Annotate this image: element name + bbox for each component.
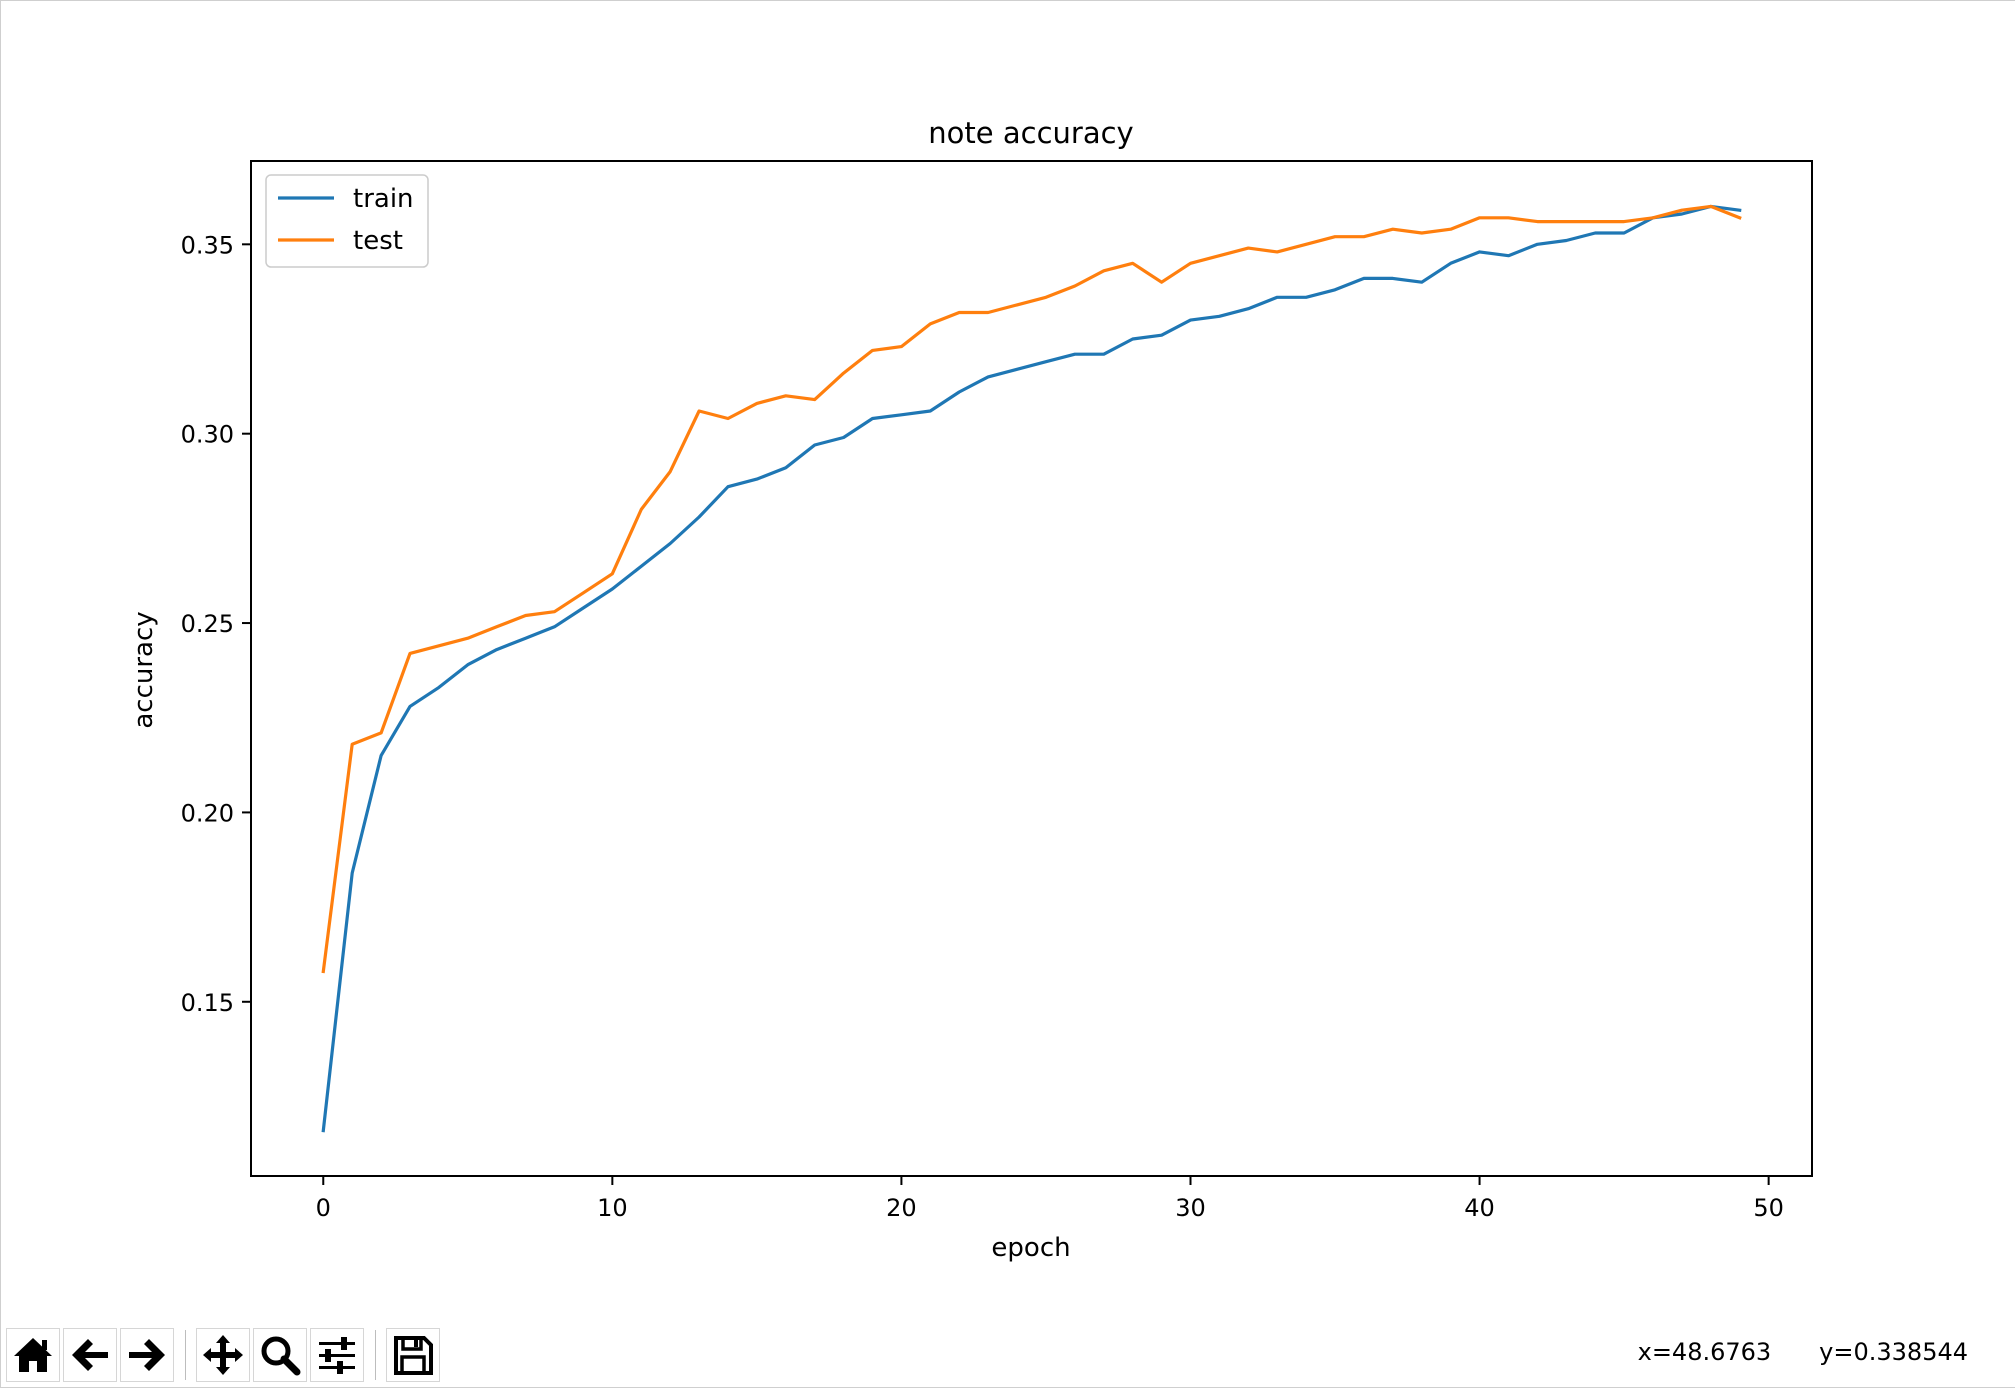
y-axis-label: accuracy xyxy=(129,611,159,728)
magnifier-icon xyxy=(261,1336,301,1376)
arrow-right-icon xyxy=(129,1339,165,1371)
legend: train test xyxy=(265,174,429,268)
pan-button[interactable] xyxy=(196,1328,250,1382)
x-tick-label: 20 xyxy=(886,1194,917,1222)
toolbar-separator xyxy=(375,1330,376,1380)
back-button[interactable] xyxy=(63,1328,117,1382)
y-tick-label: 0.20 xyxy=(181,799,234,827)
sliders-icon xyxy=(319,1337,355,1374)
x-tick-label: 30 xyxy=(1175,1194,1206,1222)
x-tick-label: 10 xyxy=(597,1194,628,1222)
toolbar-separator xyxy=(185,1330,186,1380)
chart-title: note accuracy xyxy=(928,116,1133,150)
arrow-left-icon xyxy=(72,1339,108,1371)
move-icon xyxy=(203,1335,243,1375)
cursor-coordinates: x=48.6763 y=0.338544 xyxy=(1638,1338,1968,1366)
y-tick-label: 0.25 xyxy=(181,610,234,638)
series-line-test xyxy=(321,204,1742,974)
home-icon xyxy=(14,1338,52,1372)
configure-subplots-button[interactable] xyxy=(310,1328,364,1382)
x-tick-label: 50 xyxy=(1753,1194,1784,1222)
floppy-disk-icon xyxy=(394,1336,433,1375)
x-tick-label: 40 xyxy=(1464,1194,1495,1222)
legend-label-train: train xyxy=(353,184,414,214)
y-tick-label: 0.30 xyxy=(181,421,234,449)
navigation-toolbar xyxy=(6,1327,443,1383)
legend-label-test: test xyxy=(353,226,403,256)
y-tick-label: 0.15 xyxy=(181,989,234,1017)
zoom-button[interactable] xyxy=(253,1328,307,1382)
axes-frame xyxy=(250,160,1813,1177)
line-chart: note accuracy epoch accuracy 0 10 20 30 40 50… xyxy=(129,116,1813,1263)
x-tick-label: 0 xyxy=(316,1194,331,1222)
series-line-train xyxy=(321,204,1742,1133)
x-axis-label: epoch xyxy=(991,1233,1070,1263)
save-button[interactable] xyxy=(386,1328,440,1382)
x-coordinate-readout: x=48.6763 xyxy=(1637,1338,1772,1366)
home-button[interactable] xyxy=(6,1328,60,1382)
y-coordinate-readout: y=0.338544 xyxy=(1819,1338,1968,1366)
plot-area[interactable] xyxy=(321,204,1742,1133)
forward-button[interactable] xyxy=(120,1328,174,1382)
y-tick-label: 0.35 xyxy=(181,231,234,259)
